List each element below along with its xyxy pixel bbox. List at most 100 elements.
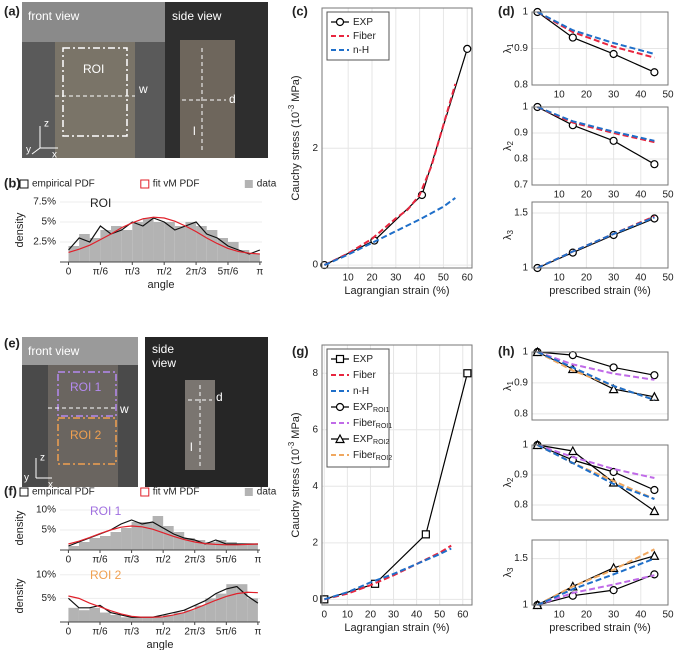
y-tick-label: 1 [522, 440, 528, 451]
y-tick-label: 1.5 [514, 208, 528, 219]
bar [194, 540, 206, 550]
x-tick-label: π/3 [125, 267, 141, 278]
series-line [68, 525, 258, 546]
x-tick-label: 50 [662, 273, 674, 284]
legend-swatch [140, 179, 150, 189]
series-line [68, 591, 258, 618]
legend-label: fit vM PDF [153, 487, 200, 498]
clamp [22, 2, 165, 42]
y-label-subscript: 2 [506, 140, 515, 145]
x-tick-label: 40 [635, 190, 647, 201]
x-tick-label: 20 [581, 273, 593, 284]
sample [48, 365, 118, 487]
legend-label: FiberROI1 [353, 418, 392, 430]
y-tick-label: 0.8 [514, 80, 528, 91]
plot-area [532, 107, 668, 185]
marker [421, 530, 430, 539]
legend-name: Fiber [353, 450, 376, 461]
y-axis-label: density [14, 510, 26, 545]
chart-title: ROI 2 [90, 568, 122, 582]
y-tick-label: 0.8 [514, 500, 528, 511]
bar [89, 607, 100, 622]
series-line [537, 557, 655, 606]
y-tick-label: 2 [312, 143, 318, 154]
series-line [537, 351, 655, 401]
bar [121, 617, 132, 622]
legend-name: EXP [353, 434, 373, 445]
roi1-label: ROI 1 [70, 380, 102, 394]
legend-name: EXP [353, 354, 373, 365]
y-label-subscript: 1 [506, 380, 515, 385]
legend-marker [335, 354, 345, 364]
y-tick-label: 1 [522, 600, 528, 611]
bar [173, 532, 185, 550]
series-line [536, 351, 655, 401]
axes-frame [531, 11, 669, 86]
plot-area [532, 352, 668, 420]
x-tick-label: 5π/6 [216, 555, 237, 566]
bar [205, 598, 216, 622]
y-tick-label: 1 [522, 347, 528, 358]
bar [121, 230, 133, 262]
y-tick-label: 0 [312, 594, 318, 605]
bar [132, 222, 143, 262]
marker [463, 369, 472, 378]
axis-z-label: z [44, 119, 49, 130]
bar [249, 254, 260, 262]
marker [650, 214, 659, 223]
series-line [537, 574, 655, 606]
legend-swatch [19, 487, 29, 497]
y-tick-label: 0.8 [514, 408, 528, 419]
series-line [324, 373, 468, 600]
y-label-rest: MPa) [290, 412, 302, 441]
x-tick-label: 2π/3 [186, 267, 207, 278]
bar [247, 598, 258, 622]
bar [205, 542, 216, 550]
axes-frame [531, 106, 669, 186]
x-tick-label: 20 [581, 190, 593, 201]
axis-x-label: x [52, 150, 57, 161]
y-label-subscript: 3 [506, 567, 515, 572]
legend-label: EXPROI2 [353, 434, 389, 446]
series-line [536, 444, 655, 500]
x-tick-label: 0 [66, 555, 72, 566]
bar [226, 584, 237, 622]
marker [608, 383, 619, 394]
x-tick-label: 50 [662, 610, 674, 621]
legend-name: n-H [353, 45, 369, 56]
bar [173, 612, 185, 622]
roi1-box [57, 371, 117, 417]
bar [89, 238, 101, 262]
front-view-label: front view [28, 9, 80, 23]
y-tick-label: 7.5% [33, 197, 56, 208]
y-label-rest: MPa) [290, 75, 302, 104]
x-tick-label: 20 [365, 610, 377, 621]
y-tick-label: 1 [522, 102, 528, 113]
roi2-label: ROI 2 [70, 428, 102, 442]
marker [650, 160, 659, 169]
y-label-main: λ [502, 571, 514, 577]
y-tick-label: 1.5 [514, 553, 528, 564]
y-tick-label: 2 [312, 537, 318, 548]
x-tick-label: 30 [608, 190, 620, 201]
bar [110, 614, 122, 622]
bar [68, 246, 80, 262]
series-line [323, 83, 457, 266]
axes-frame [531, 444, 669, 521]
panel-label: (e) [4, 335, 20, 350]
plot-area [532, 202, 668, 268]
y-label-superscript: -3 [287, 104, 296, 112]
bar [111, 226, 122, 262]
x-tick-label: 5π/6 [218, 267, 239, 278]
marker [650, 68, 659, 77]
x-tick-label: 50 [662, 90, 674, 101]
series-line [537, 444, 655, 512]
x-tick-label: 40 [635, 273, 647, 284]
series-line [68, 585, 259, 618]
series-line [68, 216, 260, 255]
panel-label: (a) [4, 3, 20, 18]
bar [184, 610, 195, 622]
legend-name: Fiber [353, 418, 376, 429]
series-line [324, 544, 452, 601]
series-line [537, 216, 655, 269]
